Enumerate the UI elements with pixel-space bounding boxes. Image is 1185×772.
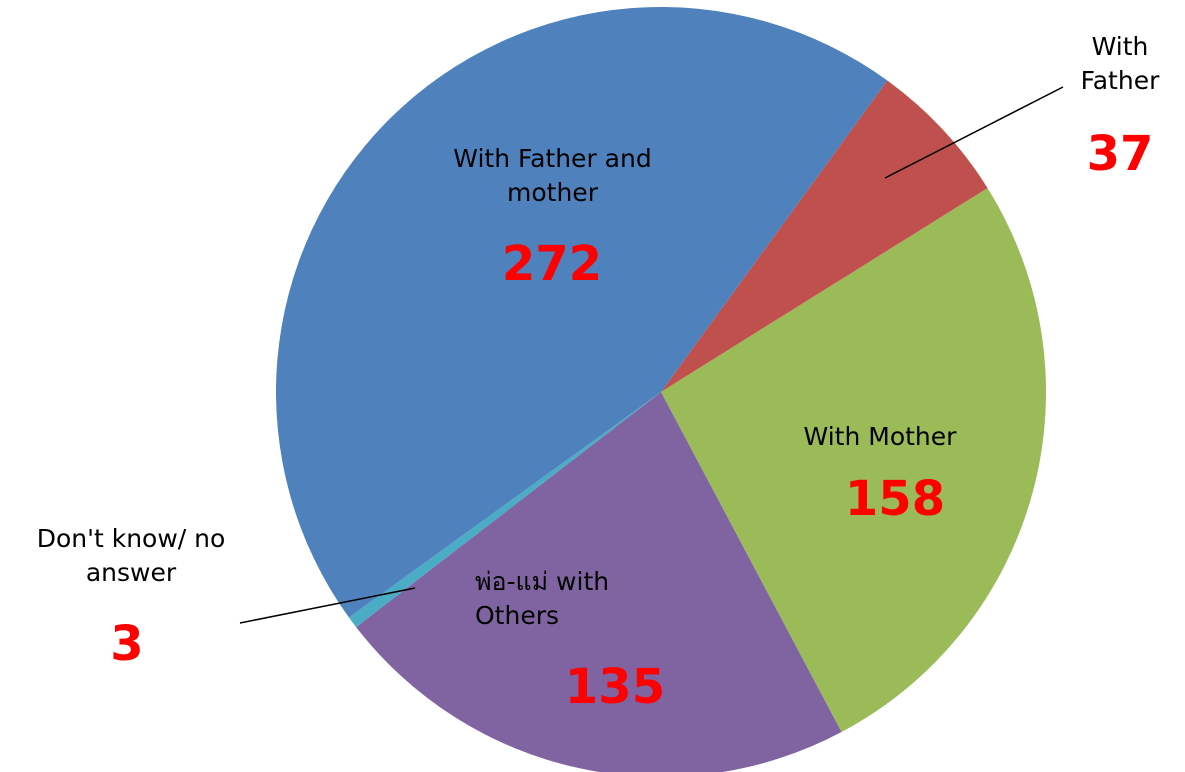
value-label: 135 [564, 659, 666, 715]
value-label: 158 [844, 471, 946, 527]
slice-label: With Mother [803, 422, 957, 451]
value-label: 3 [110, 616, 144, 672]
leader-line [239, 587, 416, 624]
pie-slice [356, 392, 842, 772]
slice-label: With Father [1080, 32, 1160, 95]
value-label: 272 [501, 236, 603, 292]
slice-label: With Father and mother [453, 144, 652, 207]
pie-slice [661, 80, 988, 393]
pie-slice [661, 188, 1046, 733]
slice-label: พ่อ-แม่ with Others [475, 567, 610, 630]
leader-line [884, 86, 1064, 179]
value-label: 37 [1086, 126, 1154, 182]
pie-slice [348, 392, 661, 628]
pie-slice [276, 7, 888, 618]
slice-label: Don't know/ no answer [36, 524, 226, 587]
